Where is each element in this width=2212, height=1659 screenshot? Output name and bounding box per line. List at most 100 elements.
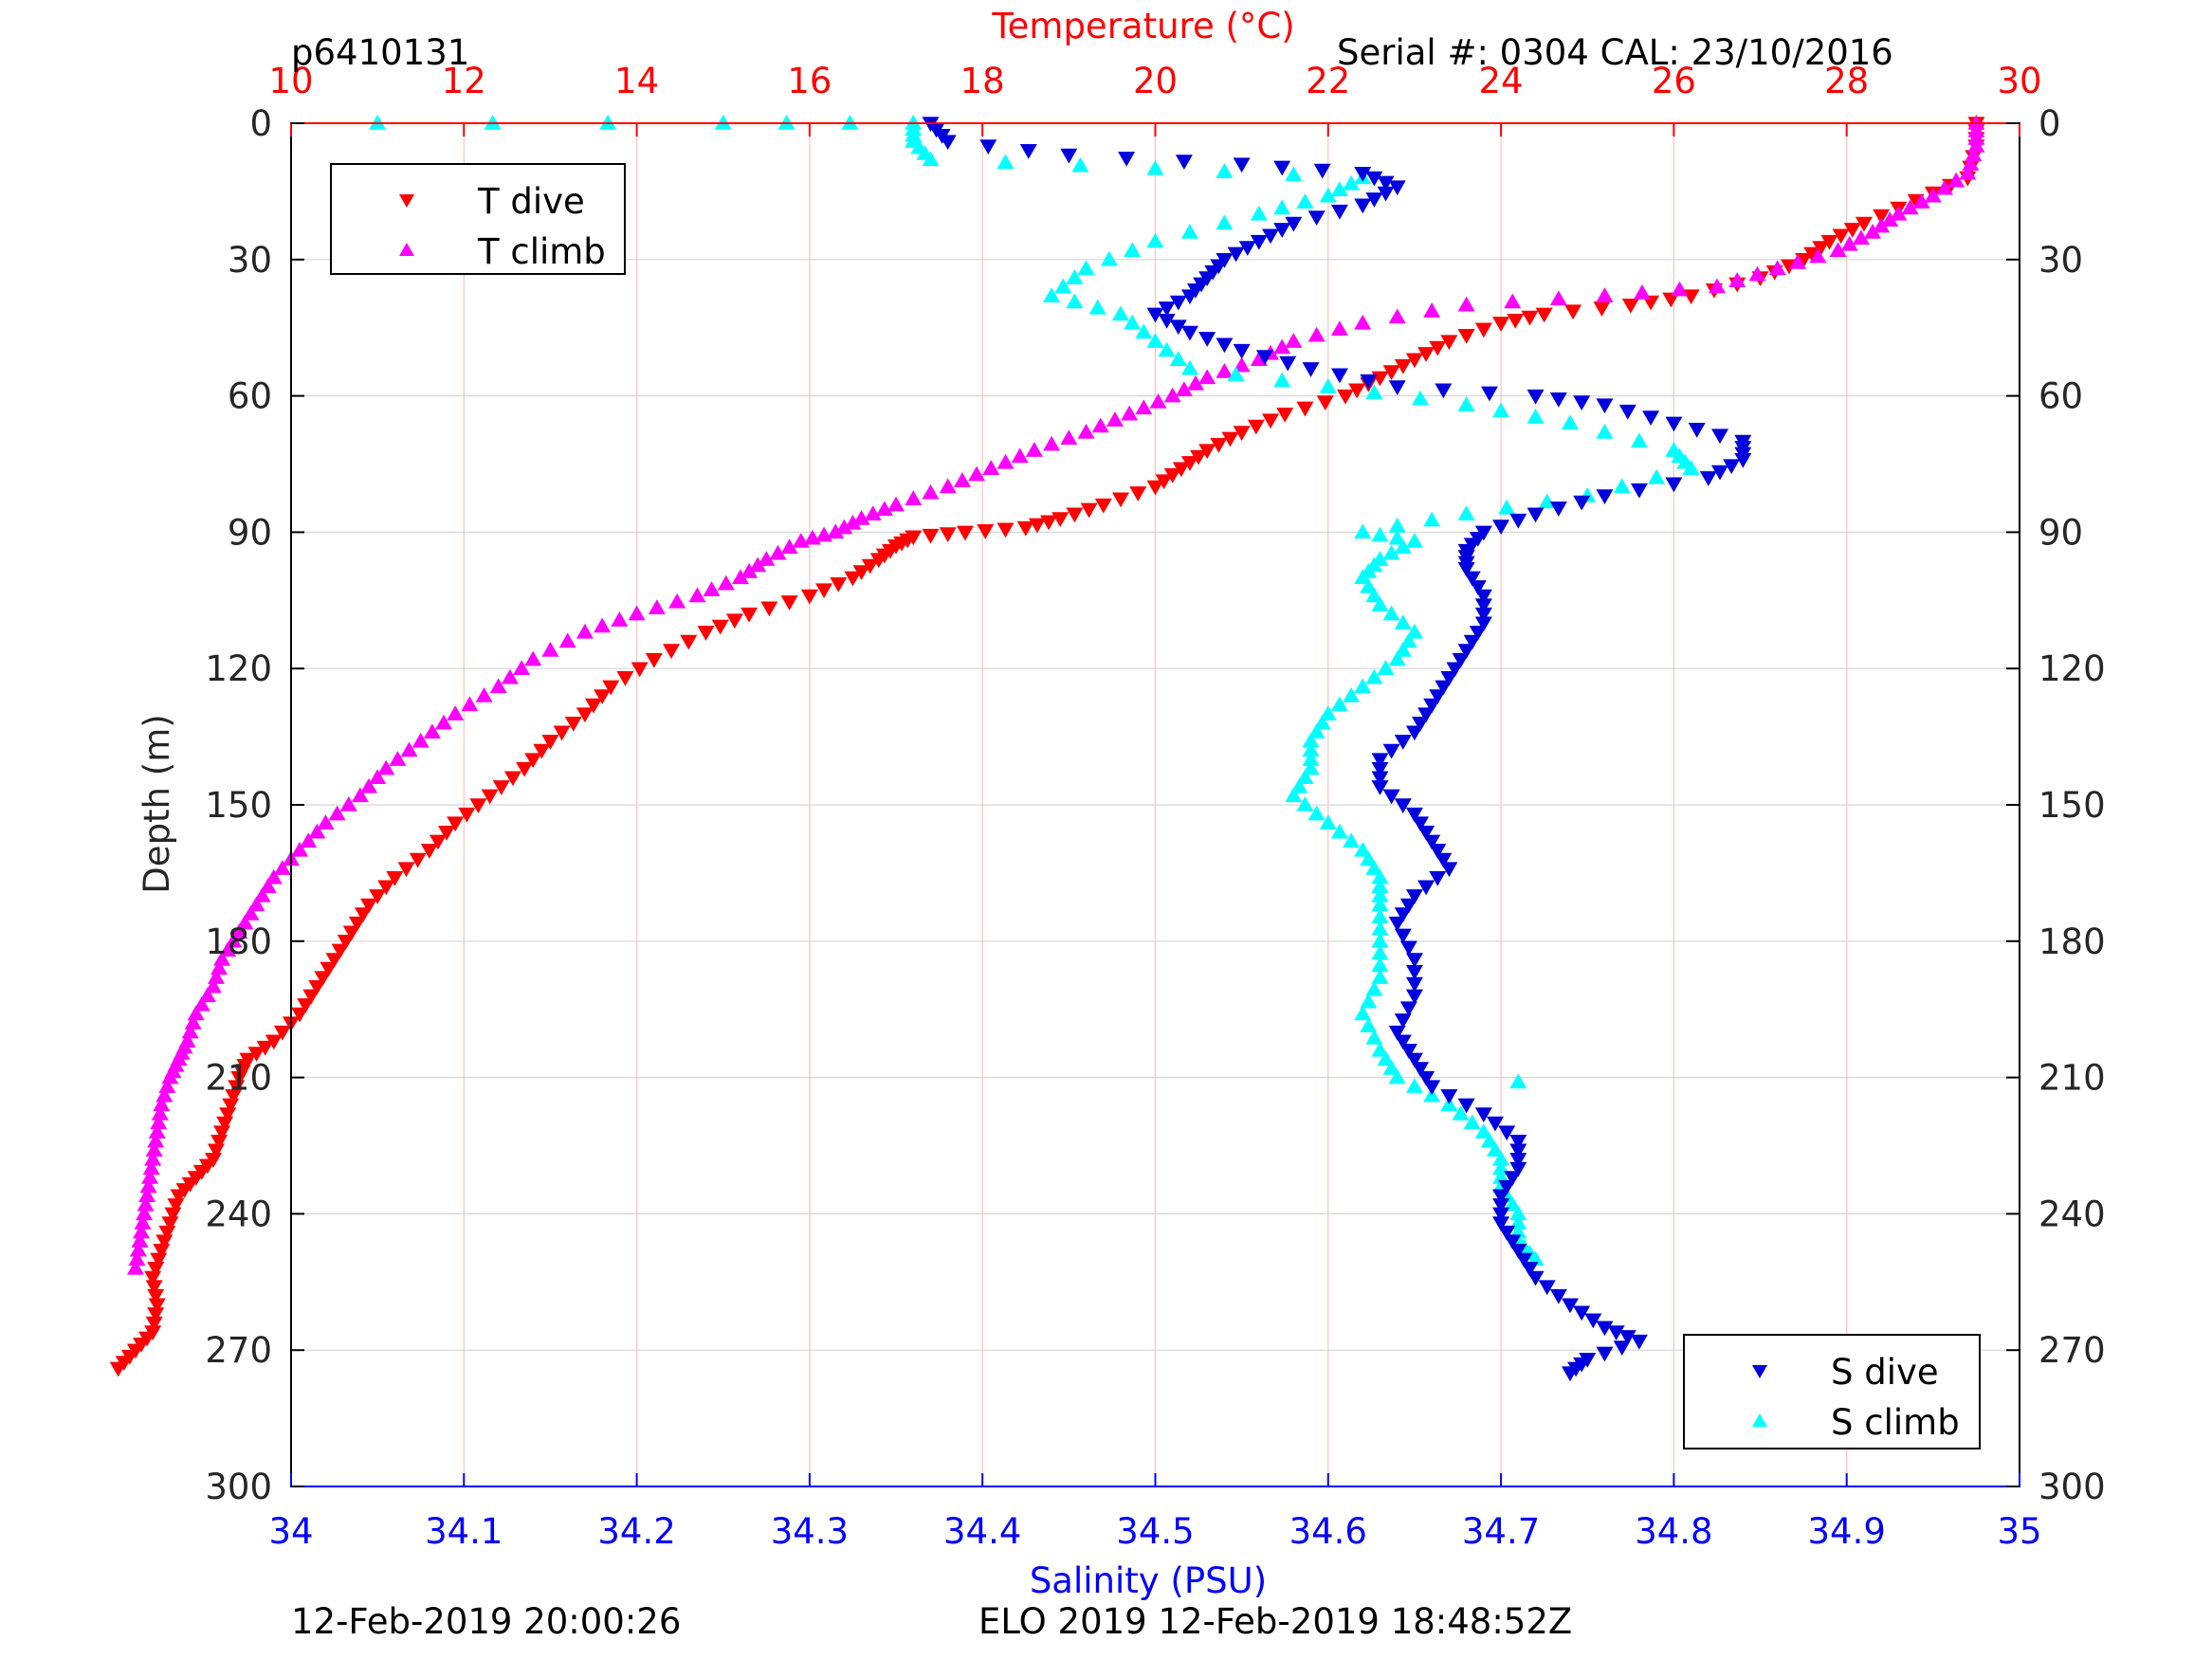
interpolated-point: [1307, 210, 1325, 227]
interpolated-point: [1412, 390, 1430, 406]
data-point: [887, 496, 905, 512]
data-point: [213, 1125, 231, 1141]
data-point: [628, 605, 646, 621]
data-point: [1250, 234, 1268, 250]
data-point: [1043, 287, 1061, 302]
interpolated-point: [1648, 468, 1666, 484]
interpolated-point: [711, 619, 729, 635]
interpolated-point: [360, 777, 378, 793]
interpolated-point: [1504, 1171, 1522, 1187]
data-point: [688, 587, 706, 603]
interpolated-point: [273, 1025, 291, 1041]
interpolated-point: [1457, 328, 1475, 344]
interpolated-point: [369, 889, 387, 904]
data-point: [1405, 889, 1423, 904]
data-point: [1354, 841, 1372, 857]
data-point: [1967, 137, 1985, 153]
interpolated-point: [1227, 366, 1245, 381]
data-point: [1457, 644, 1475, 660]
data-point: [308, 979, 326, 995]
data-point: [1959, 164, 1977, 180]
interpolated-point: [1573, 1305, 1591, 1322]
interpolated-point: [830, 576, 848, 592]
interpolated-point: [147, 1307, 165, 1322]
data-point: [1354, 314, 1372, 330]
data-point: [1457, 505, 1475, 520]
interpolated-point: [953, 472, 971, 487]
legend-label: T dive: [477, 181, 585, 222]
interpolated-point: [129, 1241, 147, 1257]
interpolated-point: [1238, 241, 1256, 257]
interpolated-point: [777, 115, 795, 130]
interpolated-point: [1399, 632, 1417, 648]
interpolated-point: [1377, 660, 1395, 675]
interpolated-point: [1399, 1044, 1417, 1059]
interpolated-point: [397, 862, 415, 878]
interpolated-point: [1549, 1288, 1567, 1304]
data-point: [1285, 333, 1303, 348]
interpolated-point: [1509, 1213, 1527, 1230]
interpolated-point: [1112, 492, 1130, 508]
data-point: [1337, 389, 1355, 405]
interpolated-point: [219, 1107, 237, 1122]
data-point: [982, 460, 1000, 476]
interpolated-point: [1388, 529, 1406, 545]
interpolated-point: [1492, 1159, 1510, 1176]
depth-tick-label-right: 270: [2038, 1330, 2106, 1371]
data-point: [1890, 205, 1908, 221]
interpolated-point: [1711, 428, 1729, 445]
data-point: [1924, 187, 1942, 203]
interpolated-point: [1429, 689, 1447, 704]
interpolated-point: [1080, 502, 1098, 519]
interpolated-point: [1198, 332, 1216, 347]
interpolated-point: [438, 826, 456, 841]
data-point: [1354, 166, 1372, 182]
data-point: [740, 607, 759, 623]
interpolated-point: [1728, 272, 1746, 287]
interpolated-point: [158, 1078, 176, 1093]
interpolated-point: [1521, 1262, 1539, 1277]
temperature-tick-label: 30: [1997, 61, 2041, 101]
interpolated-point: [1809, 247, 1827, 264]
interpolated-point: [1498, 499, 1516, 515]
interpolated-point: [210, 1134, 229, 1150]
interpolated-point: [1435, 852, 1453, 868]
depth-tick-label-left: 240: [205, 1194, 272, 1234]
interpolated-point: [1382, 789, 1400, 805]
data-point: [1319, 378, 1337, 393]
interpolated-point: [1307, 723, 1325, 739]
profile-id: p6410131: [291, 32, 469, 73]
temperature-legend: T dive T climb: [330, 163, 626, 275]
interpolated-point: [1106, 411, 1124, 427]
data-point: [1302, 759, 1320, 775]
data-point: [1354, 1005, 1372, 1021]
interpolated-point: [1088, 299, 1106, 315]
interpolated-point: [616, 671, 634, 686]
interpolated-point: [1365, 980, 1383, 996]
interpolated-point: [484, 115, 502, 130]
data-point: [411, 732, 430, 748]
interpolated-point: [1043, 435, 1061, 451]
interpolated-point: [1118, 151, 1136, 167]
interpolated-point: [297, 998, 315, 1013]
interpolated-point: [369, 769, 387, 784]
interpolated-point: [864, 505, 882, 520]
data-point: [1535, 307, 1553, 323]
interpolated-point: [1296, 193, 1314, 209]
data-point: [1180, 359, 1198, 375]
interpolated-point: [1549, 290, 1567, 306]
interpolated-point: [308, 823, 326, 839]
data-point: [1354, 198, 1372, 214]
interpolated-point: [1498, 1179, 1516, 1195]
data-point: [1596, 398, 1614, 414]
interpolated-point: [703, 581, 721, 596]
legend-box: [1683, 1334, 1981, 1449]
interpolated-point: [740, 562, 759, 578]
interpolated-point: [253, 886, 271, 902]
data-point: [1319, 187, 1337, 203]
temperature-tick-label: 26: [1652, 61, 1696, 101]
interpolated-point: [1492, 1198, 1510, 1213]
temperature-axis-label: Temperature (°C): [991, 6, 1294, 46]
data-point: [342, 925, 360, 941]
